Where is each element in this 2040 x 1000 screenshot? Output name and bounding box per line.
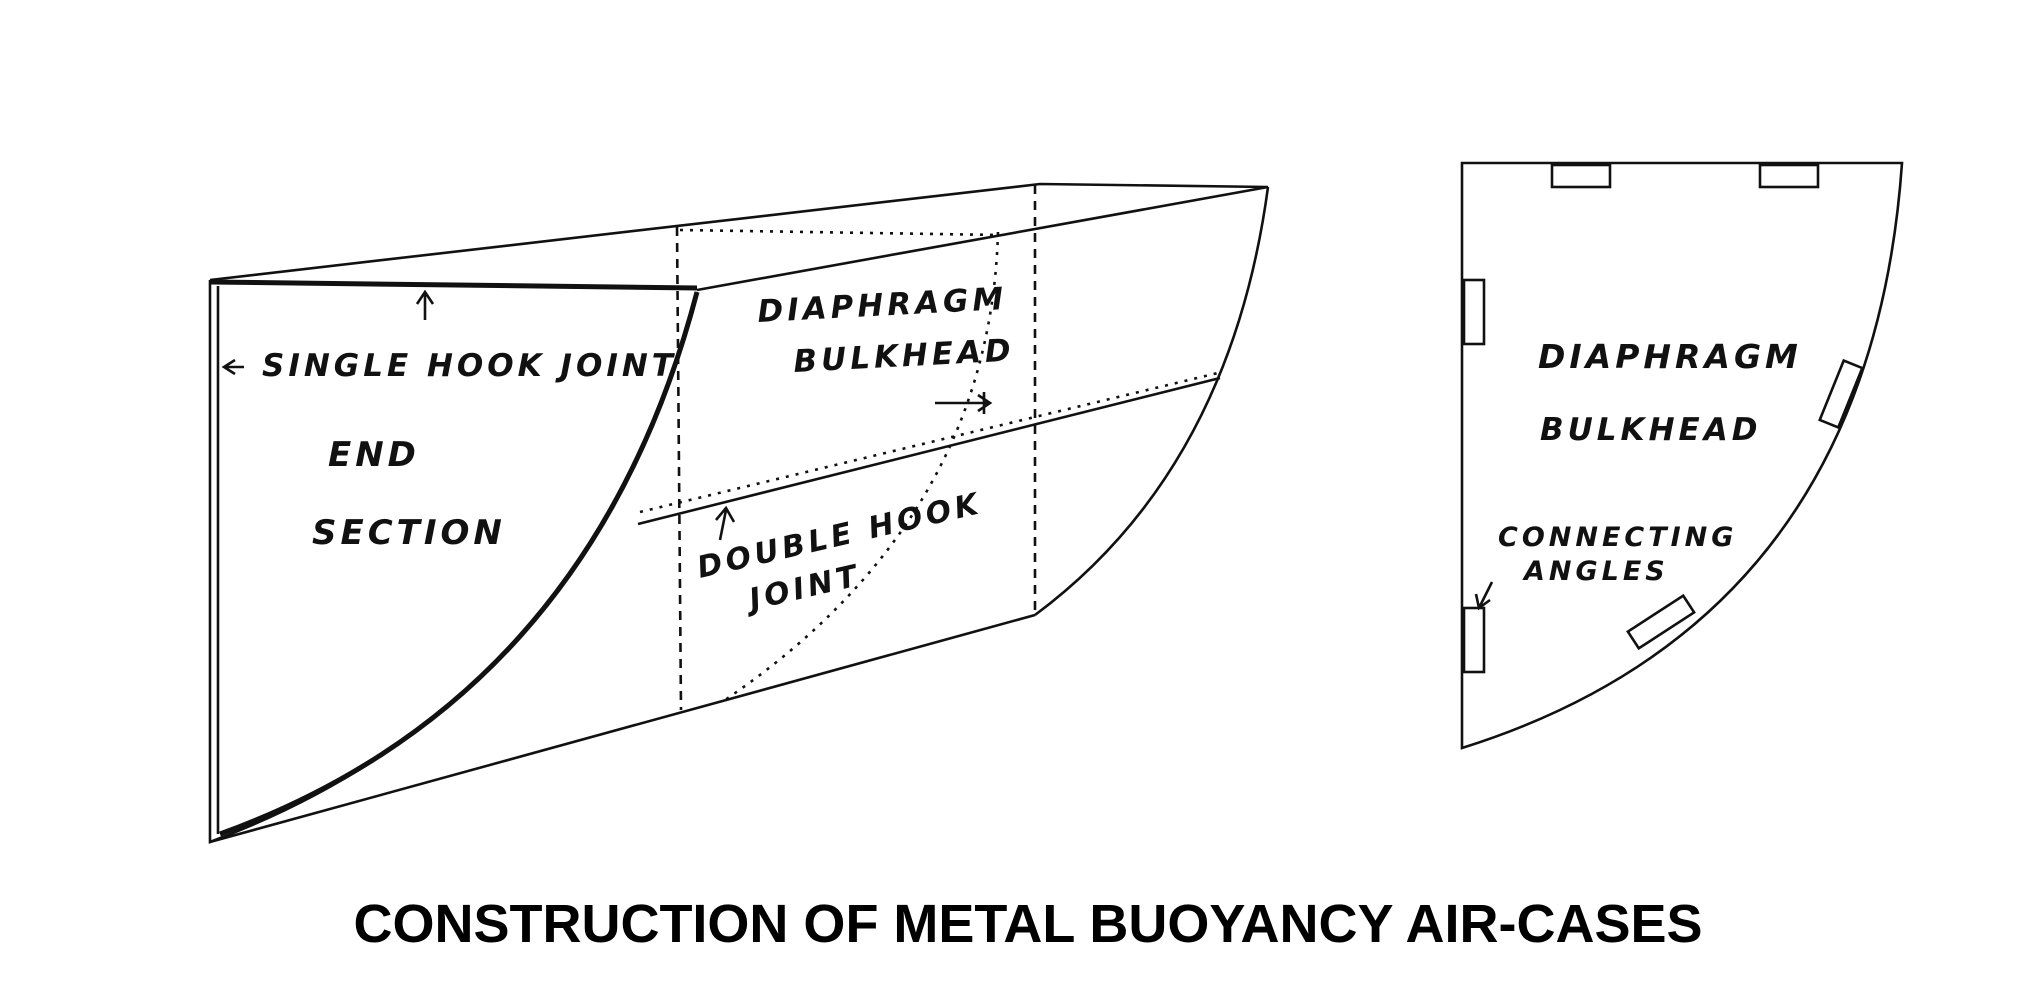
air-case-isometric: SINGLE HOOK JOINT END SECTION DIAPHRAGM … bbox=[208, 182, 1270, 844]
bulkhead-arrow bbox=[935, 392, 993, 414]
double-hook-joint-line bbox=[637, 376, 1221, 526]
top-surface bbox=[209, 182, 1269, 292]
double-hook-arrow bbox=[715, 505, 736, 541]
connecting-angle-top-right bbox=[1758, 163, 1820, 189]
diaphragm-bulkhead-view: DIAPHRAGM BULKHEAD CONNECTING ANGLES bbox=[1460, 161, 1904, 750]
diaphragm-label-right: DIAPHRAGM bbox=[1538, 337, 1802, 376]
bulkhead-top-hidden bbox=[679, 228, 1001, 237]
section-label: SECTION bbox=[312, 513, 506, 553]
connecting-angle-left-upper bbox=[1462, 278, 1486, 346]
diaphragm-label-left: DIAPHRAGM bbox=[757, 281, 1009, 330]
end-curve bbox=[219, 291, 700, 837]
top-front-edge bbox=[209, 279, 698, 291]
connecting-angle-top-left bbox=[1550, 163, 1612, 189]
single-hook-arrow-left bbox=[221, 358, 244, 376]
connecting-angle-left-lower bbox=[1462, 606, 1486, 674]
connecting-angle-bottom bbox=[1626, 593, 1696, 651]
bulkhead-edge-left bbox=[675, 226, 683, 711]
bottom-edge bbox=[209, 613, 1036, 844]
single-hook-joint-label: SINGLE HOOK JOINT bbox=[262, 348, 677, 384]
single-hook-arrow-up bbox=[415, 289, 435, 320]
connecting-label: CONNECTING bbox=[1498, 522, 1737, 553]
angles-label: ANGLES bbox=[1522, 556, 1669, 587]
joint-hidden-line bbox=[639, 370, 1223, 514]
connecting-angle-arrow bbox=[1474, 581, 1494, 611]
bulkhead-label-right: BULKHEAD bbox=[1540, 412, 1761, 448]
connecting-angle-right bbox=[1818, 358, 1864, 430]
bulkhead-outline bbox=[1460, 161, 1904, 750]
far-end-curve bbox=[1034, 186, 1270, 617]
figure-caption: CONSTRUCTION OF METAL BUOYANCY AIR-CASES bbox=[353, 894, 1702, 954]
end-label: END bbox=[328, 435, 420, 475]
bulkhead-label-left: BULKHEAD bbox=[793, 332, 1016, 380]
